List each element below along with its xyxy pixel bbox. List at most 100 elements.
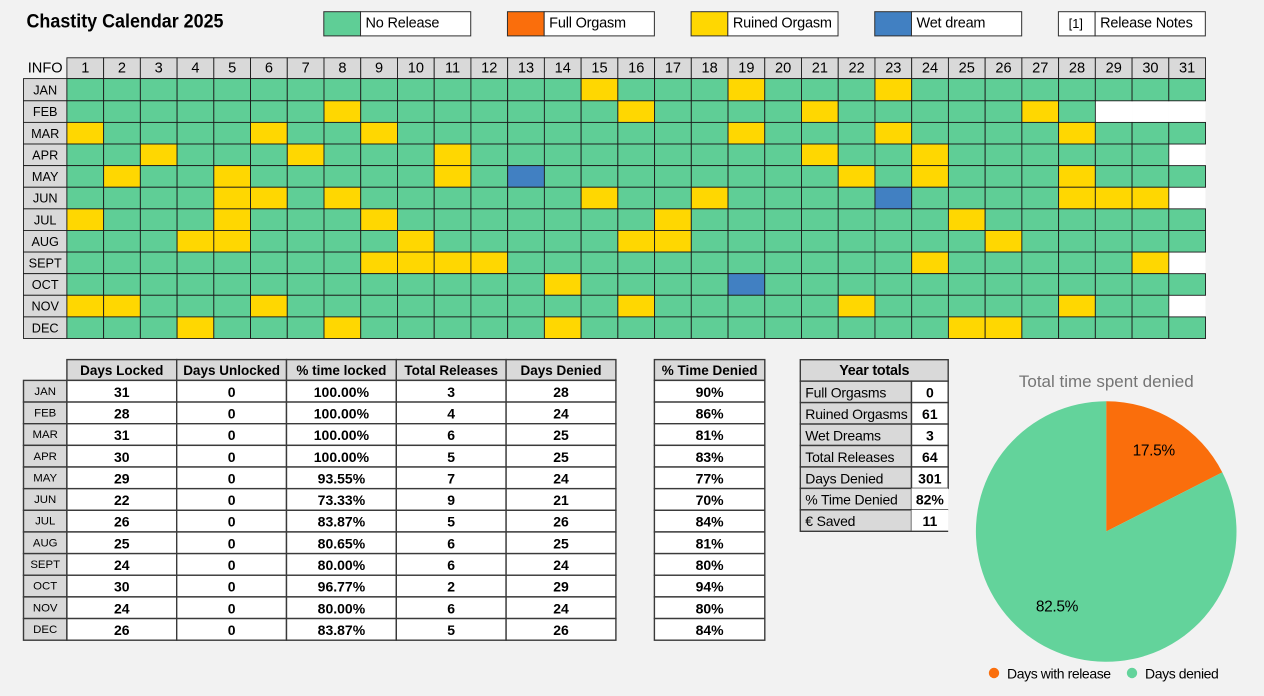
svg-text:0: 0: [228, 600, 236, 616]
svg-text:APR: APR: [33, 451, 56, 463]
svg-text:Wet dream: Wet dream: [916, 16, 985, 32]
svg-text:28: 28: [1069, 60, 1085, 76]
svg-text:Chastity Calendar 2025: Chastity Calendar 2025: [27, 11, 224, 32]
svg-text:SEPT: SEPT: [30, 559, 60, 571]
svg-text:AUG: AUG: [33, 537, 58, 549]
svg-text:Total time spent denied: Total time spent denied: [1019, 372, 1194, 391]
svg-text:18: 18: [702, 60, 718, 76]
svg-text:MAR: MAR: [31, 127, 59, 141]
svg-text:Ruined Orgasms: Ruined Orgasms: [805, 406, 907, 422]
svg-text:4: 4: [191, 60, 199, 76]
svg-text:17: 17: [665, 60, 681, 76]
svg-text:AUG: AUG: [31, 235, 59, 249]
svg-text:90%: 90%: [696, 384, 725, 400]
svg-text:6: 6: [447, 557, 455, 573]
svg-text:0: 0: [228, 514, 236, 530]
svg-text:81%: 81%: [696, 427, 725, 443]
svg-text:25: 25: [959, 60, 975, 76]
svg-text:100.00%: 100.00%: [314, 427, 370, 443]
svg-text:25: 25: [553, 427, 569, 443]
svg-text:JUL: JUL: [35, 516, 55, 528]
svg-text:Wet Dreams: Wet Dreams: [805, 427, 881, 443]
svg-text:14: 14: [555, 60, 571, 76]
svg-text:84%: 84%: [696, 622, 725, 638]
svg-text:301: 301: [918, 470, 942, 486]
svg-text:25: 25: [553, 449, 569, 465]
svg-text:7: 7: [447, 470, 455, 486]
svg-text:Release Notes: Release Notes: [1100, 16, 1193, 32]
svg-text:64: 64: [922, 449, 938, 465]
svg-text:86%: 86%: [696, 405, 725, 421]
svg-text:3: 3: [155, 60, 163, 76]
svg-text:29: 29: [553, 579, 569, 595]
svg-text:No Release: No Release: [366, 16, 440, 32]
svg-text:Days Denied: Days Denied: [520, 363, 601, 378]
svg-text:6: 6: [447, 600, 455, 616]
svg-text:80%: 80%: [696, 557, 725, 573]
svg-text:84%: 84%: [696, 514, 725, 530]
svg-text:2: 2: [118, 60, 126, 76]
svg-text:7: 7: [302, 60, 310, 76]
svg-text:23: 23: [885, 60, 901, 76]
svg-text:31: 31: [1179, 60, 1195, 76]
svg-text:1: 1: [81, 60, 89, 76]
svg-text:22: 22: [114, 492, 130, 508]
svg-text:11: 11: [445, 60, 460, 76]
svg-text:24: 24: [553, 557, 569, 573]
svg-text:6: 6: [447, 535, 455, 551]
svg-text:12: 12: [481, 60, 497, 76]
svg-text:SEPT: SEPT: [29, 256, 62, 270]
svg-text:0: 0: [228, 427, 236, 443]
svg-text:61: 61: [922, 406, 938, 422]
svg-text:9: 9: [447, 492, 455, 508]
svg-text:Total Releases: Total Releases: [404, 363, 498, 378]
svg-text:APR: APR: [32, 148, 58, 162]
svg-text:€ Saved: € Saved: [805, 513, 855, 529]
svg-text:0: 0: [228, 384, 236, 400]
svg-text:8: 8: [338, 60, 346, 76]
svg-text:% time locked: % time locked: [296, 363, 386, 378]
svg-text:31: 31: [114, 427, 130, 443]
svg-text:3: 3: [447, 384, 455, 400]
svg-text:81%: 81%: [696, 535, 725, 551]
svg-text:26: 26: [114, 622, 130, 638]
svg-text:26: 26: [114, 514, 130, 530]
svg-text:9: 9: [375, 60, 383, 76]
svg-text:MAR: MAR: [33, 429, 58, 441]
svg-text:0: 0: [228, 492, 236, 508]
svg-text:30: 30: [114, 579, 130, 595]
svg-text:6: 6: [447, 427, 455, 443]
svg-text:24: 24: [553, 600, 569, 616]
svg-text:26: 26: [995, 60, 1011, 76]
svg-text:80.00%: 80.00%: [318, 600, 366, 616]
svg-text:NOV: NOV: [31, 300, 59, 314]
svg-text:30: 30: [114, 449, 130, 465]
svg-text:0: 0: [228, 579, 236, 595]
svg-text:20: 20: [775, 60, 791, 76]
svg-text:Total Releases: Total Releases: [805, 449, 894, 465]
svg-text:5: 5: [447, 449, 455, 465]
svg-text:31: 31: [114, 384, 130, 400]
svg-text:80%: 80%: [696, 600, 725, 616]
svg-text:Days denied: Days denied: [1145, 665, 1218, 681]
svg-text:70%: 70%: [696, 492, 725, 508]
svg-text:OCT: OCT: [32, 278, 59, 292]
svg-text:5: 5: [447, 514, 455, 530]
svg-text:28: 28: [553, 384, 569, 400]
svg-text:100.00%: 100.00%: [314, 405, 370, 421]
svg-text:24: 24: [114, 600, 130, 616]
svg-text:% Time Denied: % Time Denied: [805, 492, 897, 508]
svg-text:0: 0: [228, 449, 236, 465]
svg-text:[1]: [1]: [1069, 16, 1083, 31]
svg-text:80.65%: 80.65%: [318, 535, 366, 551]
svg-text:0: 0: [228, 470, 236, 486]
svg-text:24: 24: [922, 60, 938, 76]
svg-text:21: 21: [812, 60, 828, 76]
svg-text:73.33%: 73.33%: [318, 492, 366, 508]
svg-text:96.77%: 96.77%: [318, 579, 366, 595]
svg-text:26: 26: [553, 514, 569, 530]
svg-text:3: 3: [926, 427, 934, 443]
svg-text:27: 27: [1032, 60, 1048, 76]
svg-text:FEB: FEB: [33, 105, 58, 119]
svg-text:JAN: JAN: [33, 83, 57, 97]
